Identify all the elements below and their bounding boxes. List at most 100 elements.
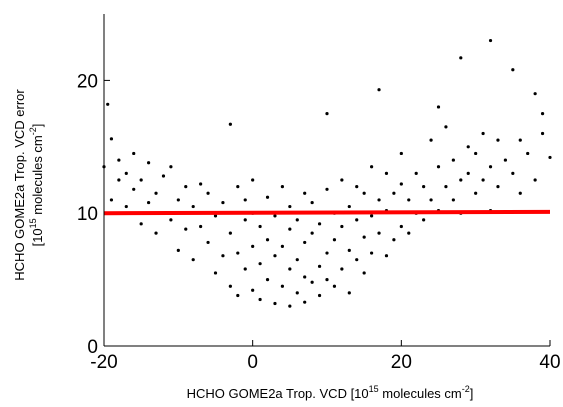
point <box>399 151 403 156</box>
point <box>325 251 329 255</box>
point <box>332 238 337 242</box>
y-tick-label: 0 <box>87 337 98 358</box>
x-axis-label: HCHO GOME2a Trop. VCD [1015 molecules cm… <box>187 384 474 401</box>
point <box>213 271 218 275</box>
point <box>228 231 232 235</box>
point <box>288 204 292 209</box>
point <box>436 105 441 109</box>
point <box>518 138 522 142</box>
point <box>496 138 500 142</box>
point <box>370 165 374 169</box>
point <box>503 158 507 162</box>
point <box>191 204 195 209</box>
point <box>407 231 411 235</box>
point <box>518 191 522 195</box>
point <box>258 297 262 302</box>
x-label-part: HCHO GOME2a Trop. VCD [10 <box>187 386 369 401</box>
point <box>436 165 441 169</box>
point <box>124 171 128 175</box>
point <box>466 171 470 175</box>
point <box>414 171 418 175</box>
point <box>325 278 329 282</box>
x-label-part: ] <box>470 386 474 401</box>
point <box>377 231 381 235</box>
point <box>139 222 143 226</box>
x-tick-label: -20 <box>90 352 117 373</box>
point <box>288 267 292 271</box>
point <box>399 182 403 186</box>
point <box>117 158 121 162</box>
point <box>161 174 166 178</box>
point <box>325 187 329 191</box>
point <box>310 231 314 235</box>
point <box>117 178 121 182</box>
point <box>474 191 478 195</box>
x-tick-label: 0 <box>247 352 258 373</box>
point <box>303 191 307 195</box>
point <box>488 165 493 169</box>
point <box>422 218 426 222</box>
point <box>213 214 218 218</box>
point <box>451 198 455 202</box>
point <box>273 254 277 258</box>
point <box>399 224 403 229</box>
point <box>466 145 470 149</box>
point <box>176 198 180 202</box>
point <box>355 258 359 262</box>
point <box>444 125 448 129</box>
point <box>362 235 366 239</box>
point <box>265 195 270 199</box>
point <box>548 155 552 160</box>
point <box>488 38 493 43</box>
point <box>228 122 232 126</box>
point <box>147 161 151 165</box>
point <box>407 198 411 202</box>
point <box>392 191 396 195</box>
point <box>147 200 151 205</box>
point <box>355 218 359 222</box>
point <box>184 227 188 231</box>
point <box>236 293 240 298</box>
x-label-sup: -2 <box>462 384 470 394</box>
x-label-part: molecules cm <box>379 386 462 401</box>
point <box>243 267 247 271</box>
y-label-line: HCHO GOME2a Trop. VCD error <box>12 89 27 281</box>
point <box>370 251 374 255</box>
point <box>191 258 195 262</box>
y-tick-label: 10 <box>77 204 98 225</box>
point <box>273 301 277 306</box>
point <box>540 131 545 136</box>
point <box>347 248 351 252</box>
y-label-part: [10 <box>30 228 45 246</box>
point <box>459 178 463 182</box>
point <box>377 198 381 202</box>
point <box>295 218 299 222</box>
point <box>362 191 366 195</box>
point <box>228 284 232 288</box>
point <box>481 178 485 182</box>
point <box>317 222 322 226</box>
x-label-sup: 15 <box>369 384 379 394</box>
point <box>176 248 180 252</box>
point <box>347 291 351 295</box>
point <box>384 171 389 175</box>
point <box>221 254 225 258</box>
y-label-sup: -2 <box>28 127 38 135</box>
y-label-part: molecules cm <box>30 135 45 218</box>
point <box>288 227 292 231</box>
point <box>206 191 210 195</box>
point <box>310 280 314 284</box>
reference-line <box>103 209 551 216</box>
y-label-part: ] <box>30 124 45 128</box>
point <box>169 218 173 222</box>
point <box>340 267 344 271</box>
point <box>280 185 284 189</box>
y-label-line: [1015 molecules cm-2] <box>28 124 45 247</box>
point <box>243 218 247 222</box>
point <box>459 56 463 60</box>
point <box>280 284 284 288</box>
point <box>317 293 322 298</box>
point <box>511 171 515 175</box>
point <box>109 198 114 202</box>
